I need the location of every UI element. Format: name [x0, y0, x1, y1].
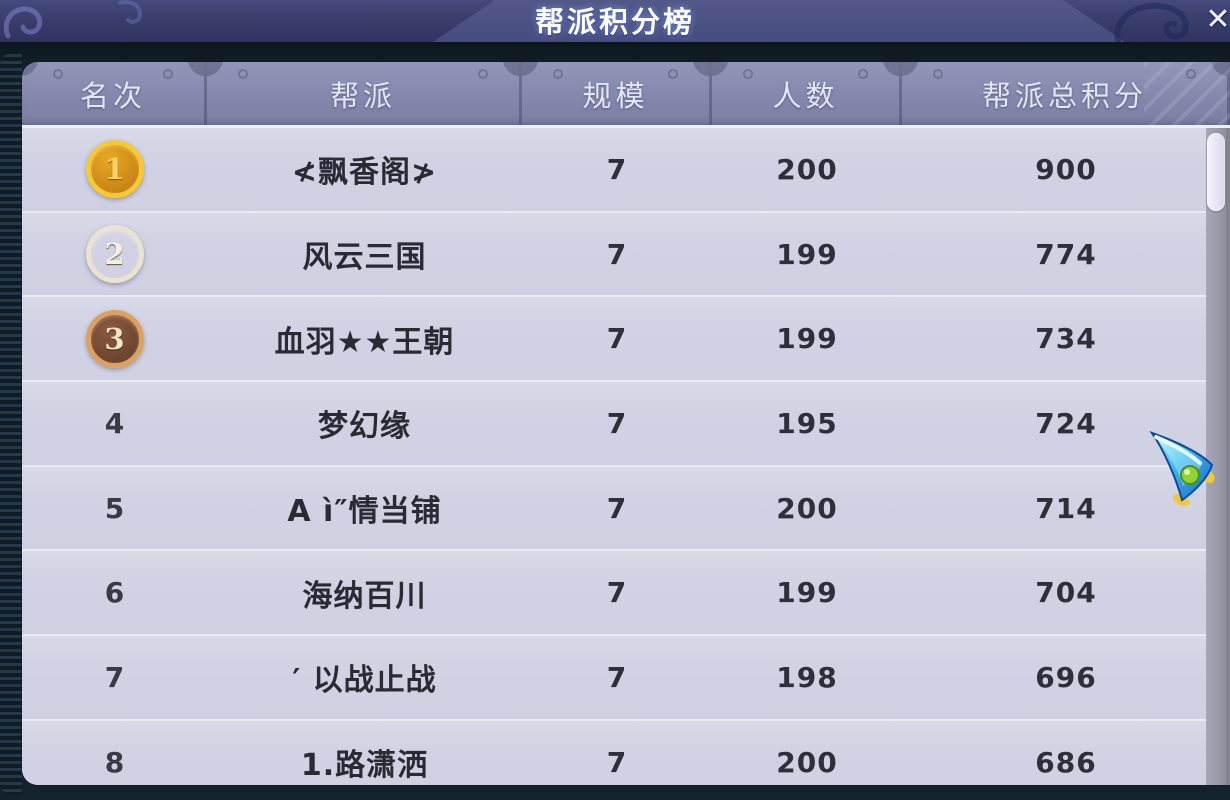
- rank-badge: 4: [104, 406, 125, 440]
- table-row[interactable]: 1 ≮飘香阁≯ 7 200 900: [22, 128, 1230, 213]
- guild-scale: 7: [606, 745, 628, 779]
- guild-score: 696: [1035, 660, 1097, 694]
- column-header-members: 人数: [712, 62, 902, 125]
- table-row[interactable]: 7 ′ 以战止战 7 198 696: [22, 636, 1230, 721]
- rank-cell: 1: [22, 140, 207, 199]
- guild-score: 774: [1035, 237, 1097, 271]
- column-header-rank: 名次: [22, 62, 207, 125]
- title-bar: 帮派积分榜 ✕: [0, 0, 1230, 42]
- guild-score: 686: [1035, 745, 1097, 779]
- rank-badge: 6: [104, 576, 125, 610]
- guild-scale: 7: [606, 237, 628, 271]
- guild-scale: 7: [606, 576, 628, 610]
- leaderboard-panel: 名次 帮派 规模 人数 帮派总积分 1 ≮飘香阁≯ 7 200 900 2 风云…: [0, 42, 1230, 800]
- guild-members: 199: [776, 322, 838, 356]
- guild-scale: 7: [606, 406, 628, 440]
- rank-cell: 4: [22, 407, 207, 440]
- guild-name: 1.路潇洒: [300, 748, 429, 784]
- leaderboard-table: 名次 帮派 规模 人数 帮派总积分 1 ≮飘香阁≯ 7 200 900 2 风云…: [22, 62, 1230, 785]
- table-header-row: 名次 帮派 规模 人数 帮派总积分: [22, 62, 1230, 128]
- column-header-score: 帮派总积分: [902, 62, 1230, 125]
- table-row[interactable]: 8 1.路潇洒 7 200 686: [22, 720, 1230, 785]
- guild-name: 梦幻缘: [318, 409, 411, 445]
- rank-cell: 8: [22, 746, 207, 779]
- guild-members: 198: [776, 660, 838, 694]
- scrollbar-thumb[interactable]: [1207, 133, 1225, 211]
- rank-badge: 7: [104, 660, 125, 694]
- scrollbar-edge-strip: [1226, 128, 1230, 785]
- table-row[interactable]: 3 血羽★★王朝 7 199 734: [22, 297, 1230, 383]
- cloud-swirl-decoration-left: [3, 0, 143, 39]
- rank-cell: 6: [22, 576, 207, 609]
- guild-name: ′ 以战止战: [292, 663, 437, 699]
- rank-cell: 5: [22, 492, 207, 525]
- table-row[interactable]: 5 A ì″情当铺 7 200 714: [22, 466, 1230, 552]
- guild-score: 734: [1035, 322, 1097, 356]
- guild-members: 195: [776, 406, 838, 440]
- table-body: 1 ≮飘香阁≯ 7 200 900 2 风云三国 7 199 774 3 血羽★…: [22, 128, 1230, 785]
- guild-score: 724: [1035, 406, 1097, 440]
- table-row[interactable]: 6 海纳百川 7 199 704: [22, 551, 1230, 637]
- column-header-scale: 规模: [522, 62, 712, 125]
- guild-members: 200: [776, 152, 838, 186]
- guild-members: 200: [776, 745, 838, 779]
- guild-name: ≮飘香阁≯: [291, 155, 438, 191]
- guild-scale: 7: [606, 152, 628, 186]
- rank-cell: 2: [22, 225, 207, 284]
- guild-members: 200: [776, 491, 838, 525]
- guild-name: A ì″情当铺: [287, 494, 442, 530]
- guild-scale: 7: [606, 491, 628, 525]
- rank-cell: 3: [22, 309, 207, 368]
- rank-badge: 3: [85, 309, 144, 368]
- scrollbar-track[interactable]: [1206, 128, 1226, 785]
- rank-badge: 1: [85, 140, 144, 199]
- guild-members: 199: [776, 237, 838, 271]
- guild-name: 血羽★★王朝: [274, 324, 455, 360]
- cloud-swirl-decoration-right: [1114, 2, 1190, 42]
- guild-scale: 7: [606, 322, 628, 356]
- guild-name: 风云三国: [302, 240, 427, 276]
- title-banner-decoration: [433, 0, 1125, 42]
- page-title: 帮派积分榜: [534, 5, 695, 39]
- guild-score: 900: [1035, 152, 1097, 186]
- rank-cell: 7: [22, 661, 207, 694]
- rank-badge: 8: [104, 745, 125, 779]
- guild-members: 199: [776, 576, 838, 610]
- guild-score: 704: [1035, 576, 1097, 610]
- close-icon[interactable]: ✕: [1205, 2, 1230, 37]
- guild-name: 海纳百川: [302, 578, 427, 614]
- rank-badge: 2: [85, 225, 144, 284]
- ribbed-frame-edge: [0, 54, 22, 794]
- column-header-guild: 帮派: [207, 62, 522, 125]
- rank-badge: 5: [104, 491, 125, 525]
- table-row[interactable]: 2 风云三国 7 199 774: [22, 212, 1230, 298]
- table-row[interactable]: 4 梦幻缘 7 195 724: [22, 382, 1230, 467]
- guild-score: 714: [1035, 491, 1097, 525]
- guild-scale: 7: [606, 660, 628, 694]
